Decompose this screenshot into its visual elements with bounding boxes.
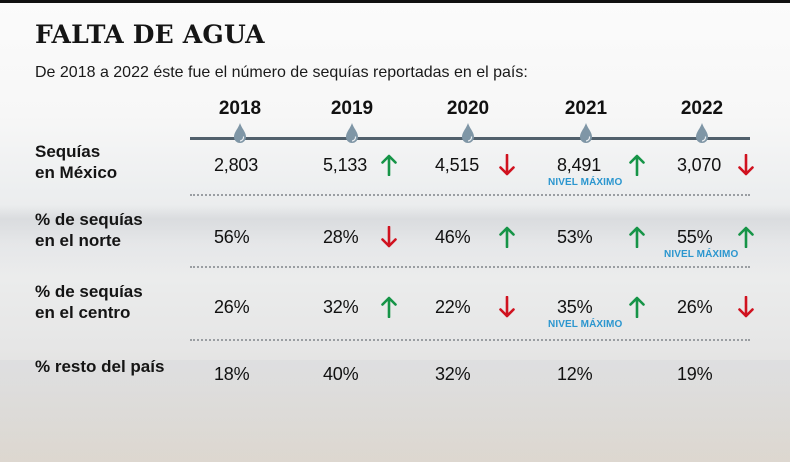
water-drop-icon xyxy=(461,122,475,144)
row-label-line: % de sequías xyxy=(35,282,143,301)
row-label-line: en México xyxy=(35,163,118,182)
row-label: Sequías en México xyxy=(35,141,117,183)
year-label-2021: 2021 xyxy=(564,98,608,119)
nivel-maximo-badge: NIVEL MÁXIMO xyxy=(548,177,623,188)
table-cell-value: 56% xyxy=(214,227,250,247)
water-drop-icon xyxy=(345,122,359,144)
infographic-title: FALTA DE AGUA xyxy=(35,20,265,49)
table-cell-value: 26% xyxy=(214,297,250,317)
arrow-down-icon xyxy=(499,153,515,176)
year-label-2020: 2020 xyxy=(446,98,490,119)
year-label-2019: 2019 xyxy=(330,98,374,119)
row-label-line: en el norte xyxy=(35,231,121,250)
table-cell-value: 18% xyxy=(214,364,250,384)
right-margin xyxy=(790,0,800,462)
row-separator xyxy=(190,266,750,268)
arrow-down-icon xyxy=(381,225,397,248)
row-label-line: Sequías xyxy=(35,142,101,161)
table-cell-value: 40% xyxy=(323,364,359,384)
table-cell-value: 28% xyxy=(323,227,359,247)
year-label-2022: 2022 xyxy=(680,98,724,119)
arrow-up-icon xyxy=(629,154,645,177)
table-cell-value: 2,803 xyxy=(214,155,259,175)
table-cell-value: 32% xyxy=(323,297,359,317)
row-separator xyxy=(190,194,750,196)
arrow-up-icon xyxy=(381,154,397,177)
background-lower-band xyxy=(0,360,790,462)
year-label-2018: 2018 xyxy=(218,98,262,119)
arrow-up-icon xyxy=(499,226,515,249)
row-label: % de sequías en el centro xyxy=(35,281,143,323)
table-cell-value: 53% xyxy=(557,227,593,247)
table-cell-value: 55% xyxy=(677,227,713,247)
row-label: % de sequías en el norte xyxy=(35,209,143,251)
table-cell-value: 12% xyxy=(557,364,593,384)
arrow-up-icon xyxy=(629,226,645,249)
row-label: % resto del país xyxy=(35,356,164,377)
row-label-line: % resto del país xyxy=(35,357,165,376)
nivel-maximo-badge: NIVEL MÁXIMO xyxy=(664,249,739,260)
top-border xyxy=(0,0,790,3)
table-cell-value: 22% xyxy=(435,297,471,317)
table-cell-value: 3,070 xyxy=(677,155,722,175)
table-cell-value: 46% xyxy=(435,227,471,247)
table-cell-value: 4,515 xyxy=(435,155,480,175)
table-cell-value: 5,133 xyxy=(323,155,368,175)
arrow-down-icon xyxy=(499,295,515,318)
row-separator xyxy=(190,339,750,341)
arrow-down-icon xyxy=(738,153,754,176)
nivel-maximo-badge: NIVEL MÁXIMO xyxy=(548,319,623,330)
arrow-up-icon xyxy=(629,296,645,319)
table-cell-value: 26% xyxy=(677,297,713,317)
arrow-up-icon xyxy=(381,296,397,319)
row-label-line: % de sequías xyxy=(35,210,143,229)
water-drop-icon xyxy=(695,122,709,144)
water-drop-icon xyxy=(233,122,247,144)
infographic-subtitle: De 2018 a 2022 éste fue el número de seq… xyxy=(35,64,528,81)
row-label-line: en el centro xyxy=(35,303,131,322)
arrow-up-icon xyxy=(738,226,754,249)
water-drop-icon xyxy=(579,122,593,144)
table-cell-value: 32% xyxy=(435,364,471,384)
table-cell-value: 19% xyxy=(677,364,713,384)
table-cell-value: 8,491 xyxy=(557,155,602,175)
arrow-down-icon xyxy=(738,295,754,318)
table-cell-value: 35% xyxy=(557,297,593,317)
